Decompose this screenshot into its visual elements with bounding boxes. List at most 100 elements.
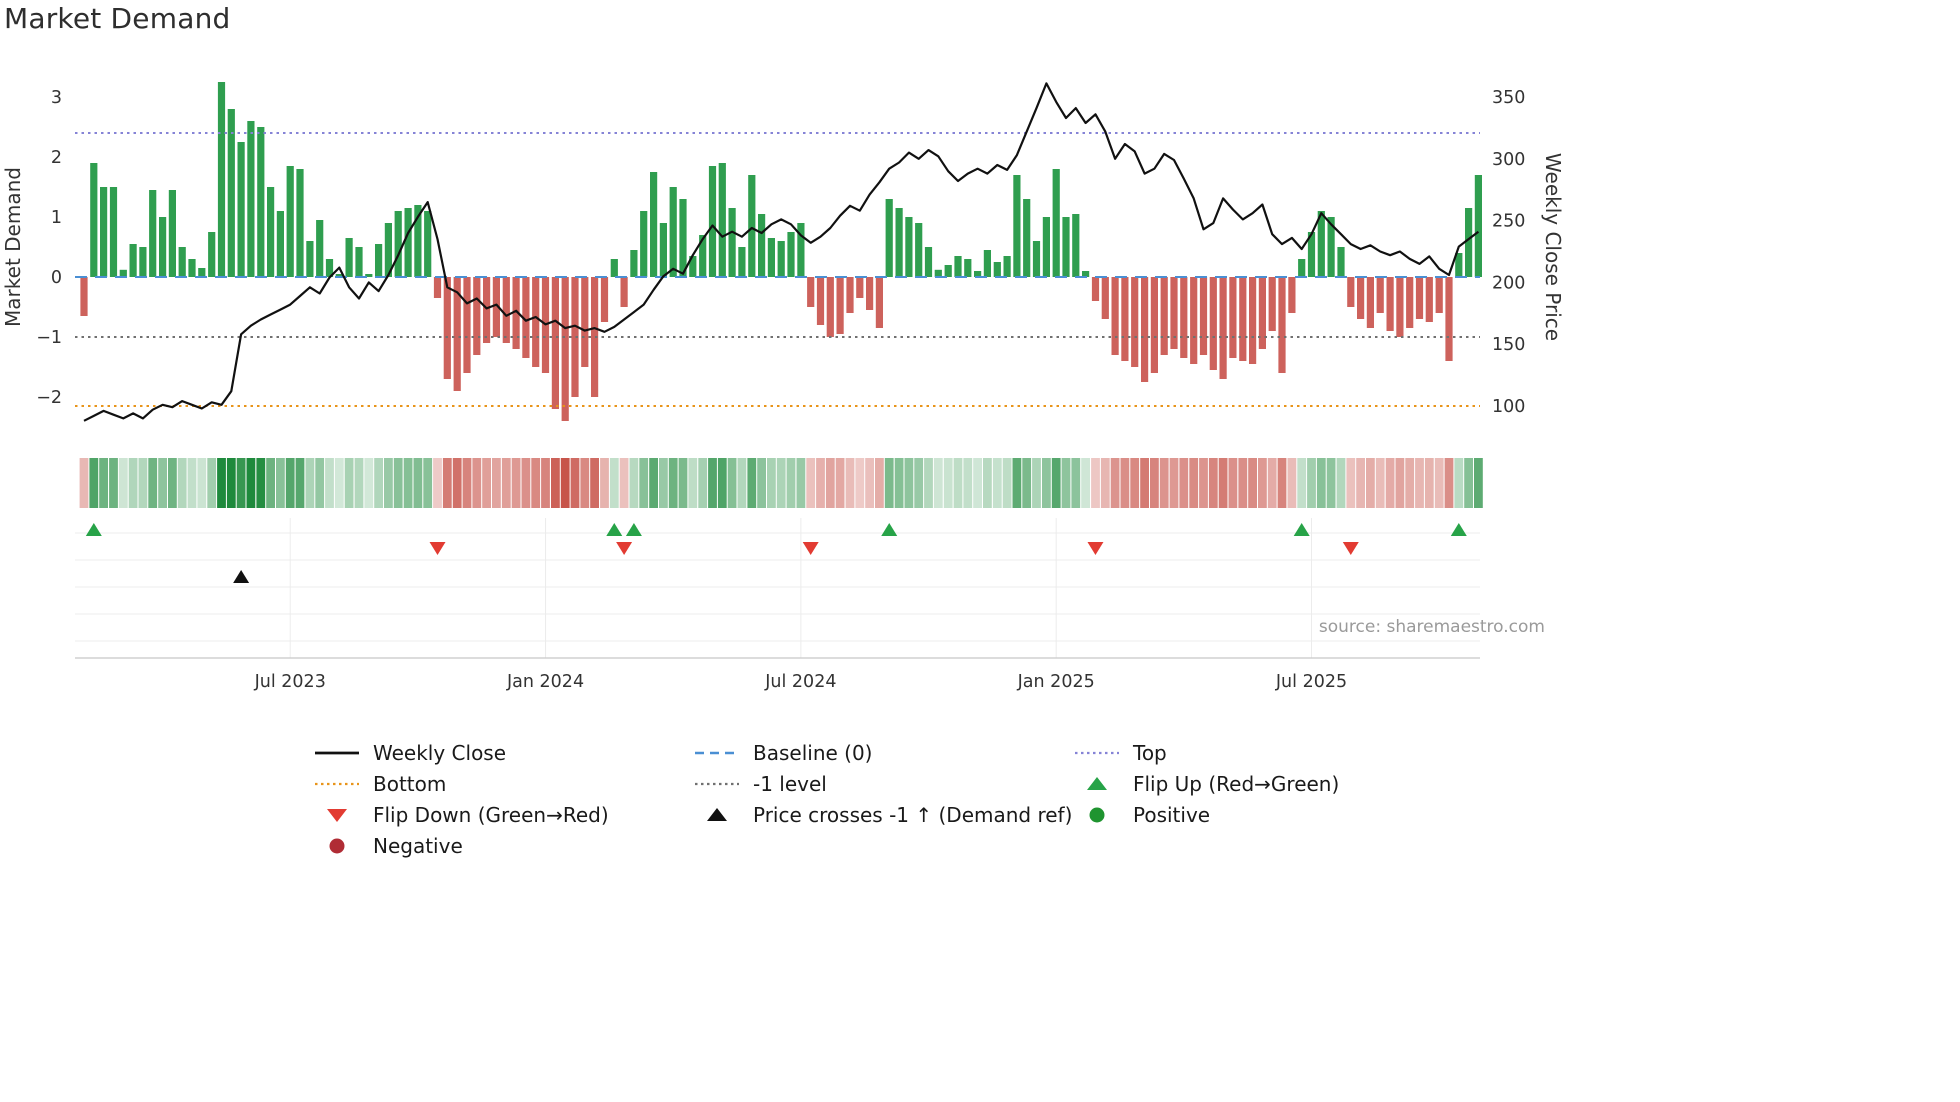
heatmap-cell [1130, 458, 1140, 508]
demand-bar [993, 262, 1001, 277]
heatmap-cell [1375, 458, 1385, 508]
demand-bar [208, 232, 216, 277]
demand-bar [267, 187, 275, 277]
demand-bar [1249, 277, 1257, 364]
demand-bar [1317, 211, 1325, 277]
demand-bar [1366, 277, 1374, 328]
flip-up-marker [625, 523, 642, 536]
demand-bar [630, 250, 638, 277]
demand-bar [1425, 277, 1433, 322]
demand-bar [1278, 277, 1286, 373]
heatmap-cell [462, 458, 472, 508]
heatmap-cell [1150, 458, 1159, 508]
demand-bar [335, 274, 343, 277]
heatmap-cell [1179, 458, 1189, 508]
legend-label: Price crosses -1 ↑ (Demand ref) [753, 802, 1073, 827]
heatmap-cell [79, 458, 89, 508]
demand-bar [1091, 277, 1100, 301]
heatmap-cell [698, 458, 708, 508]
demand-bar [1121, 277, 1129, 361]
demand-bar [915, 223, 923, 277]
heatmap-cell [708, 458, 717, 508]
heatmap-cell [835, 458, 845, 508]
right-axis-title: Weekly Close Price [1541, 153, 1565, 341]
demand-bar [1268, 277, 1276, 331]
heatmap-cell [953, 458, 963, 508]
left-tick-label: 3 [51, 88, 62, 108]
legend-column: Top Flip Up (Red→Green) Positive [1073, 737, 1453, 861]
demand-bar [149, 190, 157, 277]
demand-bar [1180, 277, 1188, 358]
demand-bar [610, 259, 618, 277]
demand-bar [846, 277, 854, 313]
demand-bar [826, 277, 834, 337]
demand-bar [1229, 277, 1237, 358]
demand-bar [640, 211, 648, 277]
heatmap-cell [521, 458, 531, 508]
demand-bar [473, 277, 481, 355]
flip-up-marker [606, 523, 623, 536]
demand-bar [1347, 277, 1355, 307]
demand-bar [355, 247, 363, 277]
heatmap-cell [865, 458, 874, 508]
demand-bar [1406, 277, 1414, 328]
right-tick-label: 200 [1492, 273, 1525, 293]
marker-panel-grid [75, 518, 1480, 659]
heatmap-cell [1454, 458, 1464, 508]
legend-item: -1 level [693, 768, 1073, 799]
heatmap-cell [187, 458, 197, 508]
demand-bar [227, 109, 235, 277]
demand-bar [1052, 169, 1060, 277]
weekly-close-line [83, 82, 1480, 422]
demand-bar [551, 277, 559, 409]
demand-bar [934, 269, 942, 277]
heatmap-cell [344, 458, 354, 508]
demand-bar [1396, 277, 1404, 337]
demand-bar [964, 259, 972, 277]
demand-bar [188, 259, 196, 277]
demand-bar [1474, 175, 1482, 277]
demand-bar [650, 172, 658, 277]
demand-bar [1465, 208, 1473, 277]
heatmap-cell [472, 458, 482, 508]
heatmap-cell [1434, 458, 1444, 508]
demand-bar [119, 269, 127, 277]
heatmap-cell [266, 458, 275, 508]
demand-bar [90, 163, 98, 277]
left-tick-label: 1 [51, 208, 62, 228]
demand-bar [1042, 217, 1050, 277]
circle-swatch [329, 838, 345, 853]
heatmap-cell [1444, 458, 1454, 508]
heatmap-cell [374, 458, 383, 508]
x-tick-label: Jul 2024 [764, 672, 836, 692]
market-demand-chart: 3 2 1 0 −1 −2 350 300 250 200 150 100 Jul 2023 Jan 20… [1, 82, 1565, 692]
demand-bar [453, 277, 461, 391]
heatmap-cell [992, 458, 1002, 508]
demand-bar [787, 232, 795, 277]
left-tick-label: 0 [51, 268, 62, 288]
heatmap-cell [423, 458, 433, 508]
heatmap-cell [138, 458, 148, 508]
heatmap-cell [904, 458, 914, 508]
demand-bars [80, 82, 1482, 421]
heatmap-cell [158, 458, 167, 508]
price-cross-marker [233, 570, 250, 583]
legend-label: Flip Up (Red→Green) [1133, 771, 1340, 796]
heatmap-cell [148, 458, 158, 508]
demand-bar [1023, 199, 1031, 277]
heatmap-cell [668, 458, 678, 508]
heatmap-cell [217, 458, 226, 508]
legend-item: Weekly Close [313, 737, 693, 768]
heatmap-cell [197, 458, 207, 508]
heatmap-cell [806, 458, 816, 508]
left-tick-label: −1 [36, 328, 62, 348]
heatmap-cell [305, 458, 315, 508]
demand-bar [816, 277, 825, 325]
demand-bar [1199, 277, 1208, 355]
demand-bar [1307, 232, 1316, 277]
demand-bar [276, 211, 284, 277]
flip-down-marker [616, 542, 633, 555]
demand-bar [1455, 253, 1463, 277]
demand-bar [905, 217, 913, 277]
heatmap-cell [207, 458, 217, 508]
